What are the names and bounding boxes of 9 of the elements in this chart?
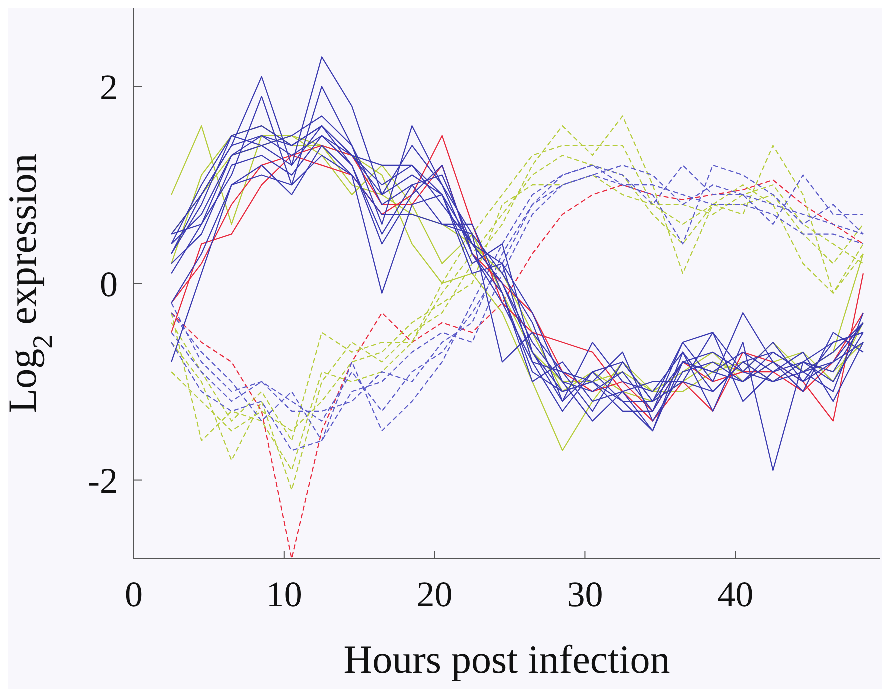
x-tick-label: 20	[416, 574, 453, 615]
y-tick-label: 0	[100, 264, 118, 304]
x-axis-title: Hours post infection	[344, 637, 670, 682]
x-tick-label: 30	[567, 574, 604, 615]
x-tick-label: 0	[125, 574, 143, 615]
y-tick-label: -2	[88, 461, 118, 502]
x-tick-label: 40	[718, 574, 754, 615]
y-tick-label: 2	[100, 67, 118, 108]
x-tick-label: 10	[266, 574, 302, 615]
